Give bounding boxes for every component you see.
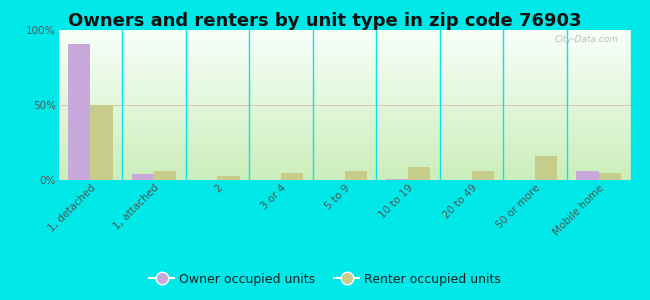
Bar — [344, 171, 367, 180]
Bar — [535, 156, 558, 180]
Bar — [90, 105, 112, 180]
Bar — [281, 172, 303, 180]
Bar — [154, 171, 176, 180]
Bar — [217, 176, 240, 180]
Bar — [577, 171, 599, 180]
Bar — [408, 167, 430, 180]
Bar — [599, 172, 621, 180]
Text: Owners and renters by unit type in zip code 76903: Owners and renters by unit type in zip c… — [68, 12, 582, 30]
Bar — [472, 171, 494, 180]
Bar — [68, 44, 90, 180]
Bar — [131, 174, 154, 180]
Bar — [386, 178, 408, 180]
Legend: Owner occupied units, Renter occupied units: Owner occupied units, Renter occupied un… — [144, 268, 506, 291]
Text: City-Data.com: City-Data.com — [555, 34, 619, 43]
